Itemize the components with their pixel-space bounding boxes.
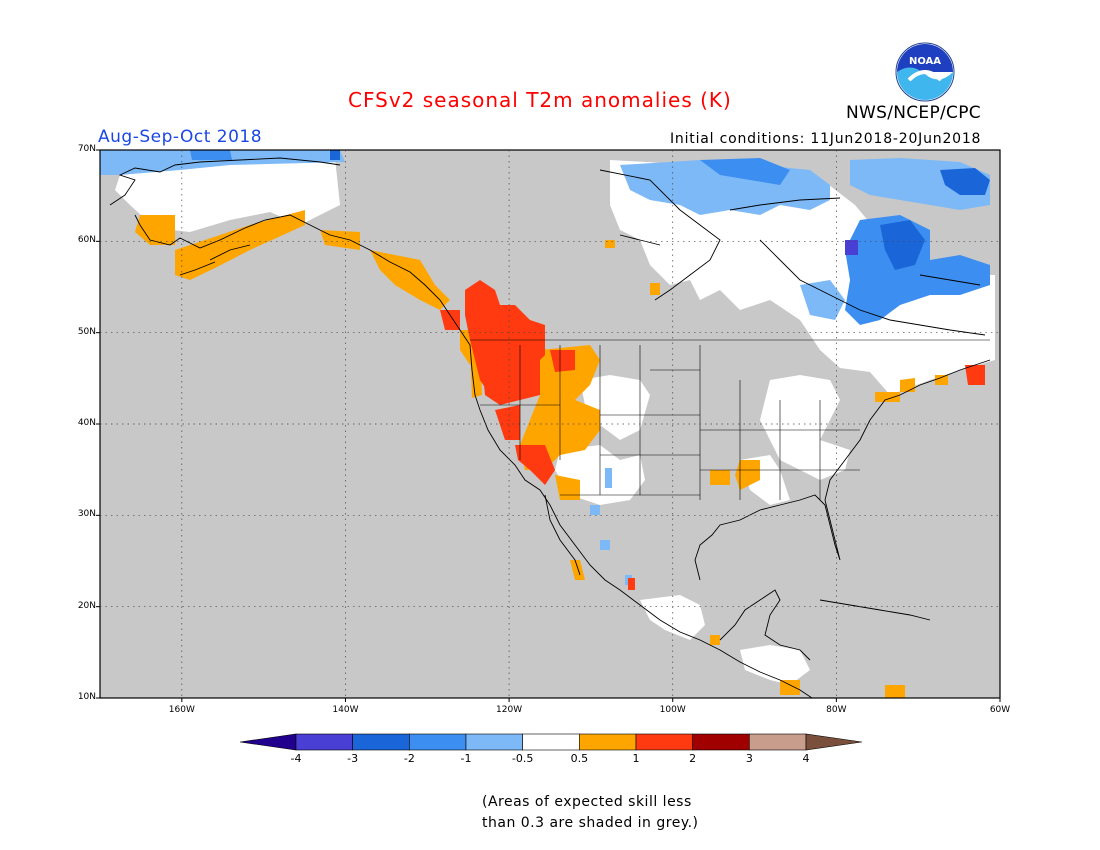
colorbar-label: -3 — [347, 752, 359, 765]
noaa-logo-text: NOAA — [909, 56, 941, 67]
colorbar-label: 2 — [689, 752, 697, 765]
lat-label: 50N — [77, 326, 96, 337]
colorbar-arrow-high — [805, 733, 862, 751]
lon-label: 80W — [826, 705, 847, 715]
white-anomaly-areas — [115, 158, 995, 685]
colorbar-label: -2 — [403, 752, 415, 765]
cold-anomaly-areas — [100, 150, 990, 585]
lat-label: 30N — [77, 509, 96, 520]
grid-lines — [100, 150, 1000, 698]
forecast-period: Aug-Sep-Oct 2018 — [98, 127, 263, 147]
skill-note: (Areas of expected skill less than 0.3 a… — [482, 792, 699, 834]
colorbar-segment — [635, 733, 693, 751]
colorbar-segment — [692, 733, 750, 751]
coastlines — [109, 157, 991, 699]
state-borders — [470, 339, 990, 500]
colorbar-segment — [749, 733, 807, 751]
agency-label: NWS/NCEP/CPC — [846, 103, 981, 123]
lat-label: 60N — [77, 235, 96, 246]
colorbar-segment — [409, 733, 467, 751]
chart-title: CFSv2 seasonal T2m anomalies (K) — [348, 88, 732, 112]
lon-label: 100W — [659, 705, 686, 715]
lon-label: 140W — [332, 705, 359, 715]
colorbar-segment — [295, 733, 353, 751]
colorbar-label: 4 — [802, 752, 810, 765]
skill-note-line1: (Areas of expected skill less — [482, 794, 692, 810]
colorbar-label: 1 — [632, 752, 640, 765]
lat-label: 40N — [77, 418, 96, 428]
lon-label: 60W — [989, 705, 1011, 715]
lat-label: 70N — [77, 144, 96, 154]
colorbar-segment — [522, 733, 580, 751]
lon-label: 120W — [496, 705, 523, 715]
lat-label: 20N — [77, 600, 96, 611]
colorbar-segment — [352, 733, 410, 751]
lon-label: 160W — [168, 705, 195, 715]
colorbar — [240, 733, 862, 751]
colorbar-arrow-low — [240, 733, 297, 751]
colorbar-segment — [579, 733, 637, 751]
colorbar-segment — [465, 733, 523, 751]
lat-label: 10N — [77, 692, 96, 702]
initial-conditions: Initial conditions: 11Jun2018-20Jun2018 — [670, 131, 982, 147]
colorbar-label: -4 — [290, 752, 302, 765]
axis-ticks — [96, 149, 1001, 702]
skill-note-line2: than 0.3 are shaded in grey.) — [482, 815, 699, 831]
colorbar-label: 3 — [745, 752, 753, 765]
noaa-logo: NOAA — [895, 42, 955, 102]
strong-warm-anomaly-areas — [440, 280, 985, 590]
colorbar-label: 0.5 — [570, 752, 589, 765]
colorbar-label: -1 — [460, 752, 472, 765]
colorbar-label: -0.5 — [511, 752, 534, 765]
